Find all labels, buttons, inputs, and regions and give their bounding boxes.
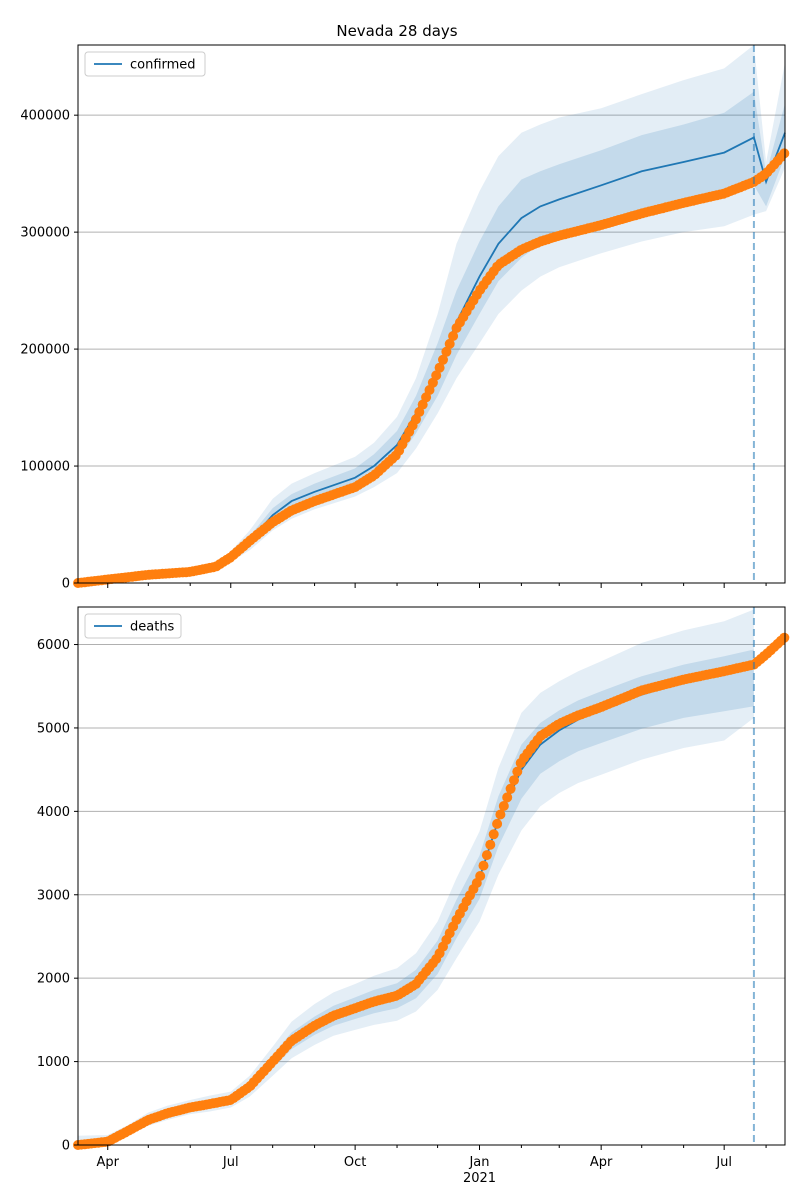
- observed-point: [492, 818, 503, 829]
- chart-title: Nevada 28 days: [336, 22, 457, 40]
- y-tick-label: 4000: [37, 805, 70, 820]
- y-tick-label: 100000: [20, 460, 70, 475]
- y-tick-label: 300000: [20, 226, 70, 241]
- observed-point: [488, 829, 499, 840]
- y-tick-label: 6000: [37, 638, 70, 653]
- legend-label: deaths: [130, 620, 175, 635]
- x-tick-label: Jul: [222, 1155, 239, 1170]
- observed-point: [448, 331, 459, 341]
- y-tick-label: 5000: [37, 721, 70, 736]
- y-tick-label: 400000: [20, 109, 70, 124]
- uncertainty-band-inner: [78, 649, 754, 1145]
- observed-point: [478, 860, 489, 871]
- observed-point: [441, 346, 452, 357]
- x-tick-label: Jul: [715, 1155, 732, 1170]
- x-tick-label: Apr: [590, 1155, 613, 1170]
- y-tick-label: 2000: [37, 972, 70, 987]
- legend: deaths: [84, 613, 182, 639]
- observed-point: [502, 792, 513, 803]
- uncertainty-band-inner: [78, 91, 785, 584]
- x-year-label: 2021: [463, 1171, 496, 1186]
- observed-point: [444, 338, 455, 349]
- observed-point: [485, 839, 496, 850]
- axes-frame: [77, 44, 786, 584]
- observed-point: [509, 775, 519, 786]
- observed-point: [481, 850, 492, 861]
- observed-point: [431, 370, 442, 381]
- legend: confirmed: [84, 51, 206, 77]
- observed-point: [434, 362, 445, 373]
- legend-box: [84, 51, 206, 77]
- x-tick-label: Apr: [96, 1155, 119, 1170]
- observed-point: [475, 871, 486, 881]
- x-tick-label: Oct: [344, 1155, 366, 1170]
- y-tick-label: 3000: [37, 888, 70, 903]
- uncertainty-band-outer: [78, 609, 754, 1145]
- y-tick-label: 0: [62, 577, 70, 592]
- confirmed-panel: 0 100000 200000 300000 400000 confirmed: [20, 44, 790, 592]
- x-tick-label: Jan: [468, 1155, 489, 1170]
- legend-box: [84, 613, 182, 639]
- y-tick-label: 1000: [37, 1055, 70, 1070]
- observed-point: [779, 632, 790, 643]
- axes-frame: [77, 606, 786, 1146]
- observed-point: [512, 766, 523, 777]
- y-tick-label: 200000: [20, 343, 70, 358]
- observed-point: [438, 354, 448, 365]
- y-tick-label: 0: [62, 1139, 70, 1154]
- deaths-panel: 0 1000 2000 3000 4000 5000 6000 Apr Jul Oct Jan Apr…: [37, 606, 790, 1186]
- observed-point: [498, 801, 509, 811]
- observed-point: [779, 148, 790, 159]
- observed-point: [495, 809, 506, 820]
- observed-point: [505, 783, 516, 794]
- legend-label: confirmed: [130, 58, 196, 73]
- uncertainty-band-outer: [78, 45, 785, 583]
